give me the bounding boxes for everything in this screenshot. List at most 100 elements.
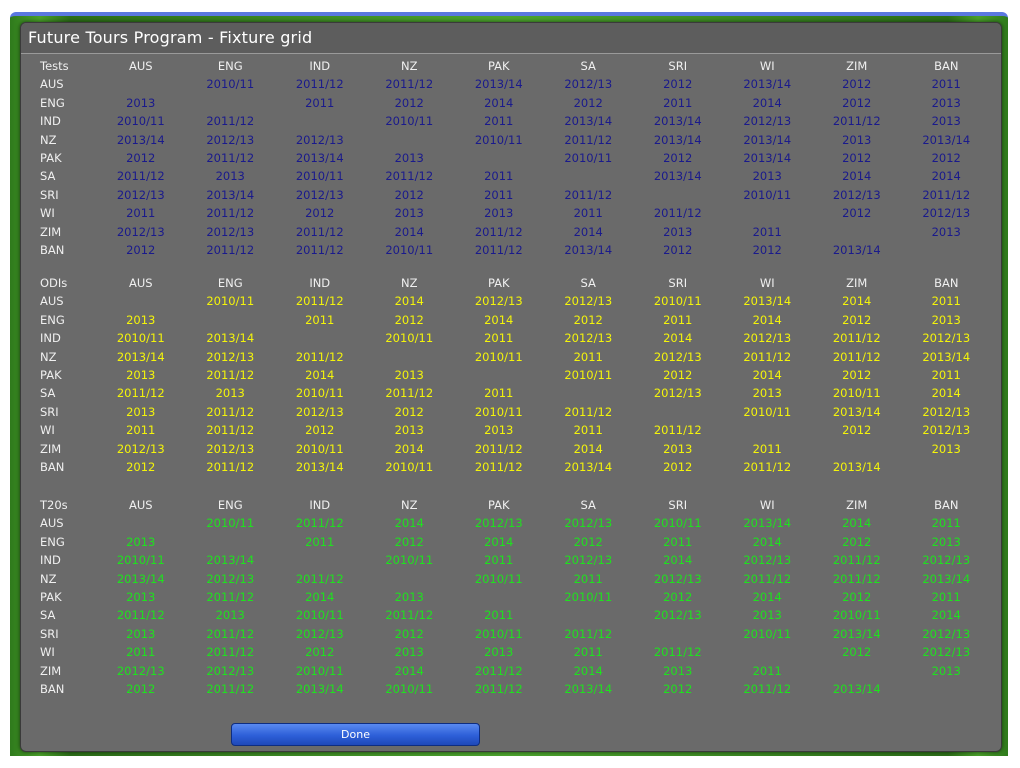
- fixture-cell: 2013: [215, 386, 245, 401]
- row-header: ZIM: [40, 441, 62, 456]
- fixture-cell: 2012/13: [653, 386, 702, 401]
- fixture-cell: 2012: [663, 243, 693, 258]
- fixture-cell: 2011/12: [743, 571, 792, 586]
- fixture-cell: 2011/12: [206, 114, 255, 129]
- fixture-cell: 2010/11: [564, 151, 613, 166]
- done-button[interactable]: Done: [231, 723, 480, 746]
- fixture-cell: 2013: [126, 404, 156, 419]
- fixture-cell: [633, 625, 723, 643]
- fixture-cell: 2013: [394, 590, 424, 605]
- fixture-cell: 2014: [394, 663, 424, 678]
- fixture-cell: 2011: [573, 349, 603, 364]
- column-header-ban: BAN: [934, 498, 959, 512]
- table-row: ENG 2013 2011 2012 2014 2012 2011 2014 2012 2013: [31, 311, 991, 329]
- column-header-nz: NZ: [401, 498, 418, 512]
- row-header: SRI: [40, 187, 59, 202]
- row-header: NZ: [40, 571, 57, 586]
- column-header-ban: BAN: [934, 276, 959, 290]
- fixture-cell: 2010/11: [295, 663, 344, 678]
- table-row: NZ 2013/14 2012/13 2012/13 2010/11 2011/12 201…: [31, 131, 991, 149]
- fixture-cell: 2012: [663, 151, 693, 166]
- fixture-cell: 2010/11: [474, 349, 523, 364]
- fixture-cell: 2011/12: [206, 206, 255, 221]
- fixture-cell: 2011/12: [832, 114, 881, 129]
- fixture-cell: 2012/13: [922, 553, 971, 568]
- fixture-cell: 2011/12: [116, 169, 165, 184]
- odis-grid: ODIs AUS ENG IND NZ PAK SA SRI WI ZIM BAN AUS 2010/1…: [31, 274, 991, 476]
- row-header: NZ: [40, 132, 57, 147]
- fixture-cell: 2012/13: [295, 626, 344, 641]
- fixture-cell: 2013/14: [743, 132, 792, 147]
- table-row: AUS 2010/11 2011/12 2014 2012/13 2012/13 2010/…: [31, 514, 991, 532]
- fixture-cell: 2011/12: [743, 682, 792, 697]
- fixture-cell: 2012/13: [743, 114, 792, 129]
- fixture-cell: 2013: [931, 312, 961, 327]
- fixture-cell: 2012: [394, 95, 424, 110]
- fixture-cell: 2013: [752, 608, 782, 623]
- fixture-cell: 2011/12: [564, 404, 613, 419]
- fixture-cell: 2011/12: [653, 645, 702, 660]
- fixture-cell: 2010/11: [474, 404, 523, 419]
- column-header-sa: SA: [580, 498, 596, 512]
- fixture-cell: 2013: [126, 312, 156, 327]
- fixture-cell: 2013: [484, 645, 514, 660]
- table-row: SRI 2013 2011/12 2012/13 2012 2010/11 2011/12 2…: [31, 625, 991, 643]
- fixture-cell: 2011: [931, 294, 961, 309]
- fixture-cell: 2014: [842, 294, 872, 309]
- fixture-cell: 2011: [305, 534, 335, 549]
- fixture-cell: 2011/12: [832, 571, 881, 586]
- fixture-cell: 2011: [931, 516, 961, 531]
- fixture-cell: [812, 440, 902, 458]
- fixture-cell: 2010/11: [743, 187, 792, 202]
- section-label: Tests: [40, 59, 69, 73]
- fixture-cell: 2012: [305, 423, 335, 438]
- table-row: WI 2011 2011/12 2012 2013 2013 2011 2011/12 2012…: [31, 421, 991, 439]
- fixture-grid-dialog: Future Tours Program - Fixture grid Test…: [20, 22, 1002, 752]
- fixture-cell: 2014: [663, 331, 693, 346]
- fixture-cell: 2013: [931, 114, 961, 129]
- fixture-cell: 2013/14: [832, 243, 881, 258]
- fixture-cell: 2011/12: [295, 243, 344, 258]
- fixture-cell: [723, 421, 813, 439]
- fixture-cell: 2011/12: [116, 386, 165, 401]
- fixture-cell: [633, 403, 723, 421]
- fixture-cell: 2010/11: [653, 294, 702, 309]
- fixture-cell: 2012: [126, 243, 156, 258]
- fixture-cell: 2011/12: [206, 368, 255, 383]
- fixture-cell: [96, 292, 186, 310]
- t20s-grid: T20s AUS ENG IND NZ PAK SA SRI WI ZIM BAN AUS 2010/1…: [31, 496, 991, 698]
- row-header: BAN: [40, 682, 65, 697]
- fixture-cell: 2012/13: [474, 294, 523, 309]
- fixture-cell: 2013/14: [564, 243, 613, 258]
- table-row: IND 2010/11 2013/14 2010/11 2011 2012/13 2014 2…: [31, 329, 991, 347]
- column-header-aus: AUS: [128, 276, 153, 290]
- fixture-cell: 2013: [842, 132, 872, 147]
- column-header-pak: PAK: [487, 276, 510, 290]
- row-header: SA: [40, 608, 56, 623]
- fixture-cell: 2011: [931, 77, 961, 92]
- fixture-cell: [186, 533, 276, 551]
- column-header-eng: ENG: [217, 59, 243, 73]
- fixture-cell: 2012/13: [116, 441, 165, 456]
- fixture-cell: 2013: [215, 169, 245, 184]
- fixture-cell: 2012: [842, 77, 872, 92]
- fixture-cell: 2011/12: [564, 626, 613, 641]
- column-header-aus: AUS: [128, 498, 153, 512]
- section-label: T20s: [40, 498, 68, 512]
- fixture-cell: 2011/12: [385, 608, 434, 623]
- table-row: BAN 2012 2011/12 2013/14 2010/11 2011/12 2013/…: [31, 680, 991, 698]
- fixture-cell: 2012: [305, 645, 335, 660]
- fixture-cell: 2013: [394, 423, 424, 438]
- fixture-cell: 2010/11: [385, 331, 434, 346]
- fixture-cell: 2013/14: [653, 169, 702, 184]
- column-header-ban: BAN: [934, 59, 959, 73]
- fixture-cell: 2011: [931, 368, 961, 383]
- fixture-cell: 2013/14: [653, 132, 702, 147]
- fixture-cell: 2010/11: [385, 460, 434, 475]
- fixture-cell: 2013: [484, 206, 514, 221]
- fixture-cell: 2014: [573, 663, 603, 678]
- fixture-cell: [365, 570, 455, 588]
- fixture-cell: 2013: [484, 423, 514, 438]
- fixture-cell: 2012/13: [295, 132, 344, 147]
- table-row: NZ 2013/14 2012/13 2011/12 2010/11 2011 2012/1…: [31, 348, 991, 366]
